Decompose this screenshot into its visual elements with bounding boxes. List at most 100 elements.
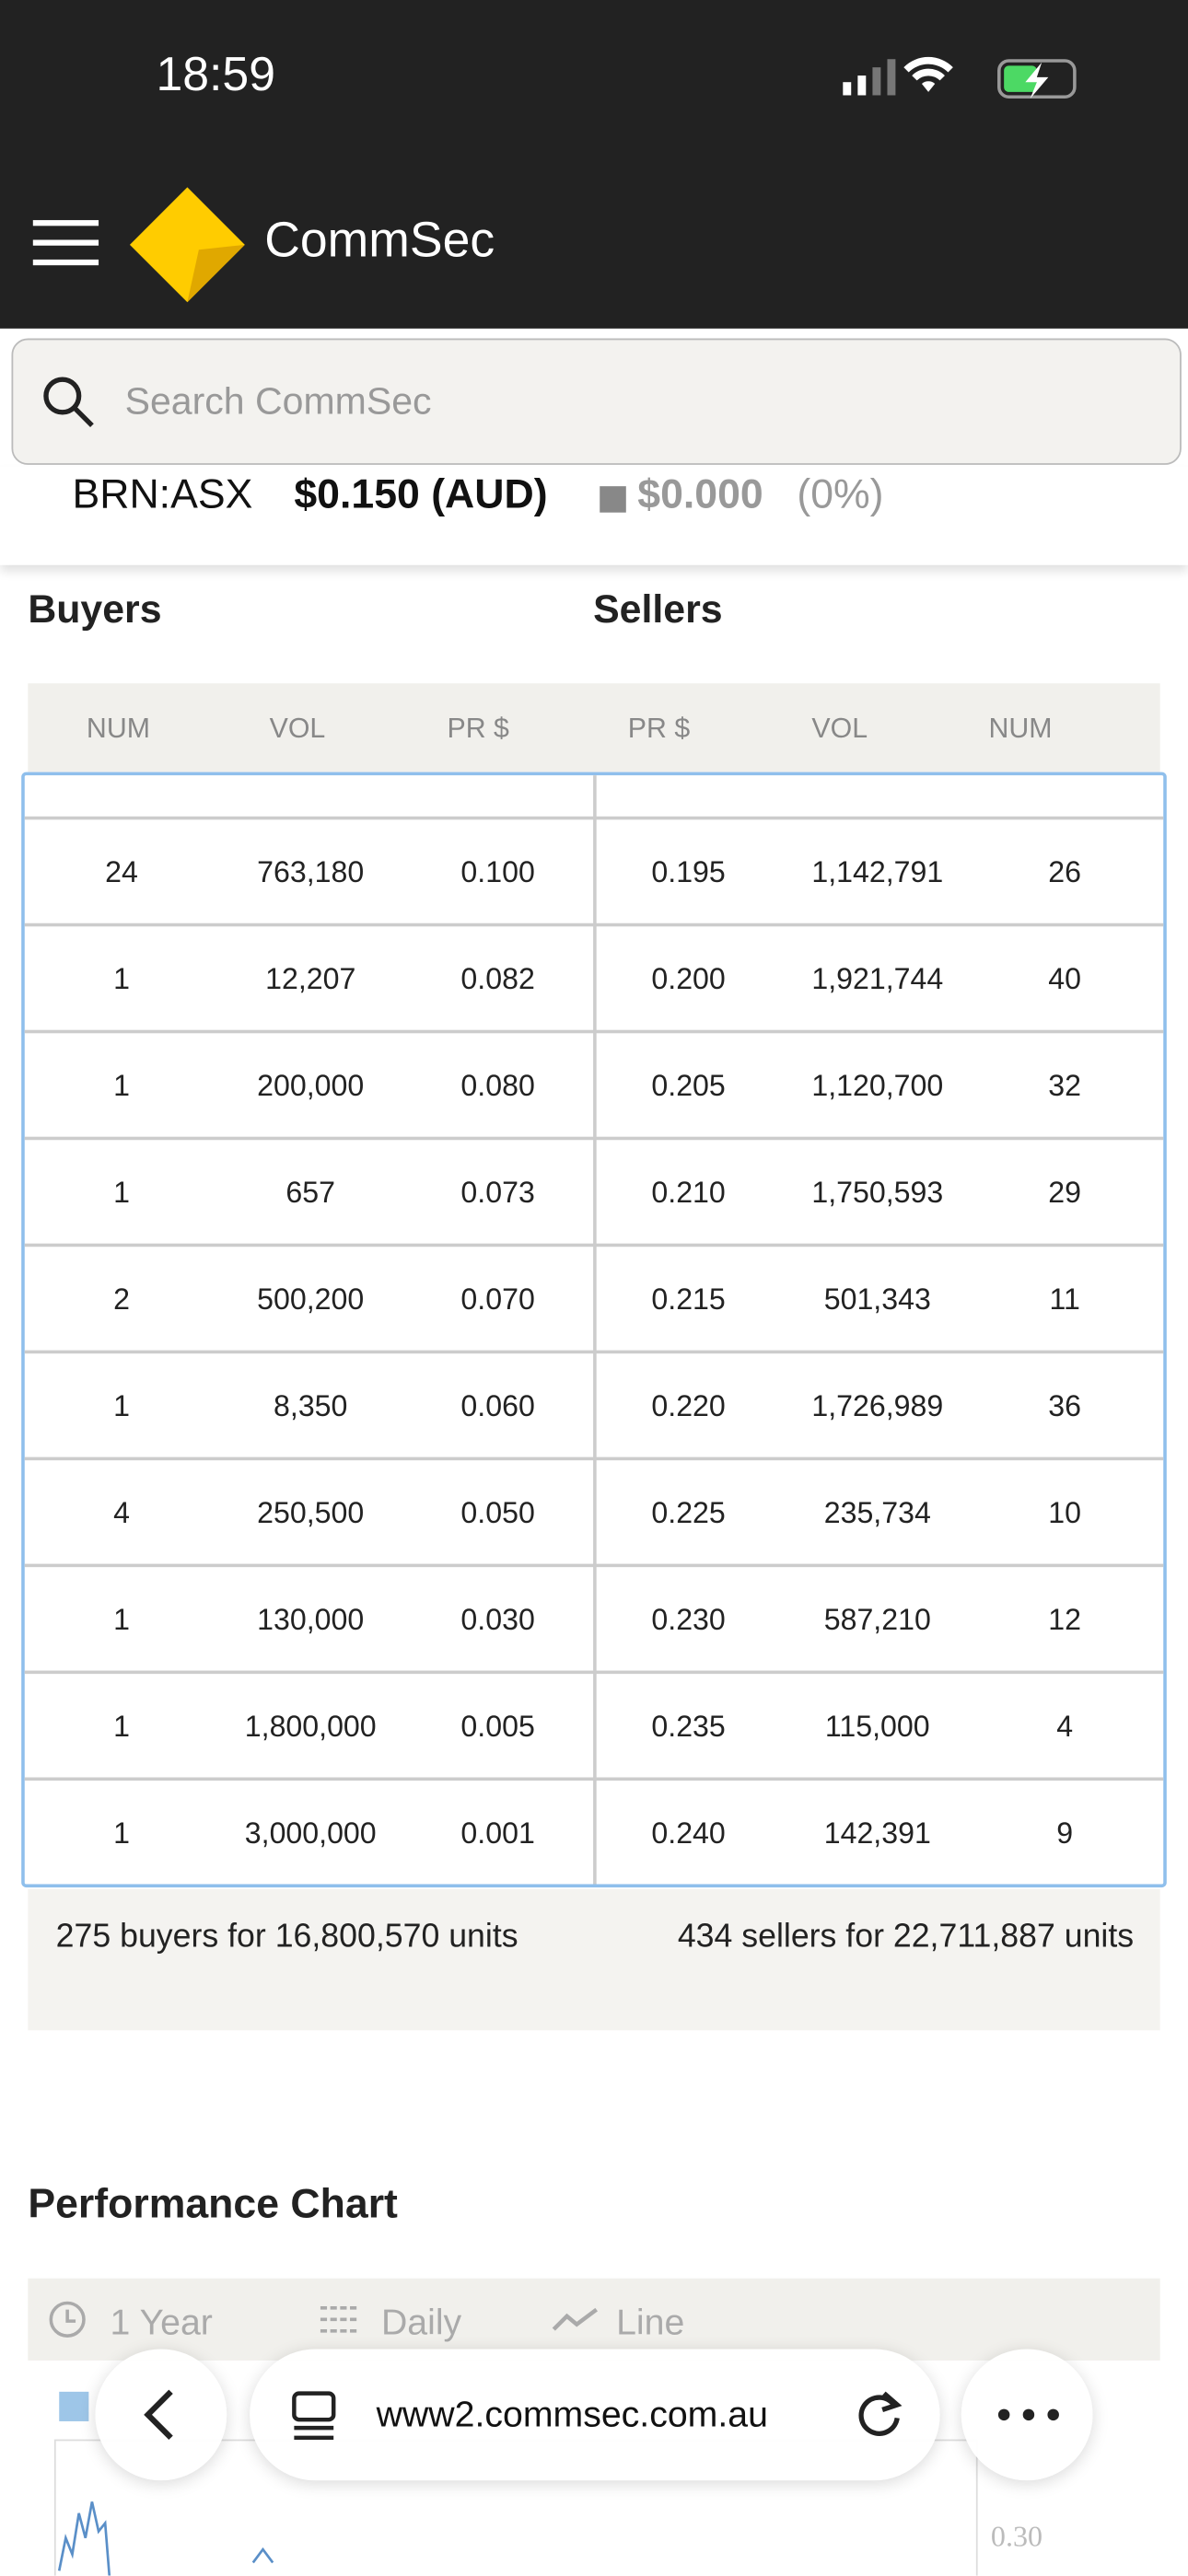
table-cell: 12	[1048, 1603, 1082, 1637]
change-marker	[600, 486, 626, 513]
table-cell: 0.050	[460, 1496, 535, 1530]
row-divider	[24, 922, 1164, 926]
table-cell: 8,350	[274, 1389, 348, 1423]
quote-bar	[0, 466, 1188, 565]
column-header: VOL	[269, 713, 326, 745]
column-header: VOL	[811, 713, 868, 745]
table-cell: 235,734	[823, 1496, 931, 1530]
row-divider	[24, 1777, 1164, 1781]
table-cell: 0.195	[651, 855, 726, 889]
table-cell: 763,180	[257, 855, 365, 889]
table-cell: 1,120,700	[811, 1069, 944, 1103]
table-cell: 0.235	[651, 1710, 726, 1744]
buyers-summary: 275 buyers for 16,800,570 units	[55, 1918, 518, 1955]
table-cell: 4	[1056, 1710, 1074, 1744]
table-cell: 0.001	[460, 1816, 535, 1851]
legend-swatch	[59, 2391, 89, 2421]
table-cell: 0.200	[651, 962, 726, 996]
table-cell: 501,343	[823, 1282, 931, 1317]
buyers-title: Buyers	[28, 587, 162, 632]
table-cell: 1,800,000	[244, 1710, 377, 1744]
table-cell: 1,142,791	[811, 855, 944, 889]
table-cell: 0.080	[460, 1069, 535, 1103]
url-bar[interactable]	[250, 2349, 940, 2481]
search-placeholder: Search CommSec	[124, 379, 432, 423]
row-divider	[24, 1350, 1164, 1353]
table-cell: 130,000	[257, 1603, 365, 1637]
row-divider	[24, 816, 1164, 819]
column-header: PR $	[447, 713, 509, 745]
performance-title: Performance Chart	[28, 2181, 398, 2228]
interval-option[interactable]: Daily	[380, 2301, 462, 2343]
table-cell: 0.030	[460, 1603, 535, 1637]
menu-button[interactable]	[32, 218, 102, 268]
search-box[interactable]	[11, 338, 1182, 465]
table-cell: 0.070	[460, 1282, 535, 1317]
table-cell: 1,726,989	[811, 1389, 944, 1423]
table-cell: 0.060	[460, 1389, 535, 1423]
option-icons	[49, 2301, 599, 2338]
table-cell: 1	[113, 1389, 130, 1423]
table-cell: 657	[285, 1176, 336, 1210]
quote-price: $0.150 (AUD)	[294, 471, 548, 518]
reload-button[interactable]	[851, 2386, 907, 2443]
row-divider	[24, 1563, 1164, 1567]
table-cell: 0.225	[651, 1496, 726, 1530]
table-cell: 40	[1048, 962, 1082, 996]
table-cell: 0.205	[651, 1069, 726, 1103]
chart-axis-label: 0.30	[990, 2520, 1043, 2553]
table-cell: 32	[1048, 1069, 1082, 1103]
sellers-title: Sellers	[593, 587, 723, 632]
tab-icon	[292, 2391, 336, 2441]
back-icon	[144, 2389, 173, 2441]
table-cell: 1	[113, 1176, 130, 1210]
table-cell: 0.230	[651, 1603, 726, 1637]
row-divider	[24, 1456, 1164, 1460]
table-cell: 1	[113, 962, 130, 996]
table-cell: 142,391	[823, 1816, 931, 1851]
table-cell: 1	[113, 1816, 130, 1851]
table-cell: 200,000	[257, 1069, 365, 1103]
row-divider	[24, 1136, 1164, 1140]
table-cell: 115,000	[824, 1710, 930, 1744]
table-cell: 11	[1049, 1282, 1080, 1317]
row-divider	[24, 1670, 1164, 1674]
table-cell: 29	[1048, 1176, 1082, 1210]
sellers-summary: 434 sellers for 22,711,887 units	[677, 1918, 1135, 1955]
brand: CommSec	[264, 213, 495, 268]
table-cell: 0.215	[651, 1282, 726, 1317]
table-cell: 36	[1048, 1389, 1082, 1423]
quote-change-pct: (0%)	[797, 471, 884, 518]
period-option[interactable]: 1 Year	[110, 2301, 213, 2343]
back-button[interactable]	[95, 2349, 227, 2481]
logo	[129, 187, 245, 303]
chart-options	[28, 2278, 1160, 2361]
table-cell: 0.005	[460, 1710, 535, 1744]
search-icon	[43, 377, 94, 428]
table-cell: 24	[105, 855, 138, 889]
table-cell: 0.100	[460, 855, 535, 889]
table-cell: 0.073	[460, 1176, 535, 1210]
quote-change: $0.000	[637, 471, 763, 518]
table-cell: 0.220	[651, 1389, 726, 1423]
table-header	[28, 683, 1160, 772]
table-cell: 1	[113, 1710, 130, 1744]
chart-line	[57, 2501, 274, 2576]
url: www2.commsec.com.au	[376, 2393, 768, 2435]
quote-code: BRN:ASX	[72, 471, 253, 518]
more-icon	[997, 2408, 1059, 2421]
table-cell: 26	[1048, 855, 1082, 889]
table-cell: 1,921,744	[811, 962, 944, 996]
order-table: 24 763,180 0.100 0.195 1,142,791 26 1 12,207 0.0…	[21, 772, 1167, 1888]
column-divider	[593, 775, 597, 1885]
table-cell: 1,750,593	[811, 1176, 944, 1210]
column-header: PR $	[627, 713, 691, 745]
time: 18:59	[156, 49, 275, 102]
table-cell: 2	[113, 1282, 130, 1317]
style-option[interactable]: Line	[616, 2301, 685, 2343]
status-icons	[843, 56, 1077, 99]
table-cell: 3,000,000	[244, 1816, 377, 1851]
table-cell: 9	[1056, 1816, 1074, 1851]
